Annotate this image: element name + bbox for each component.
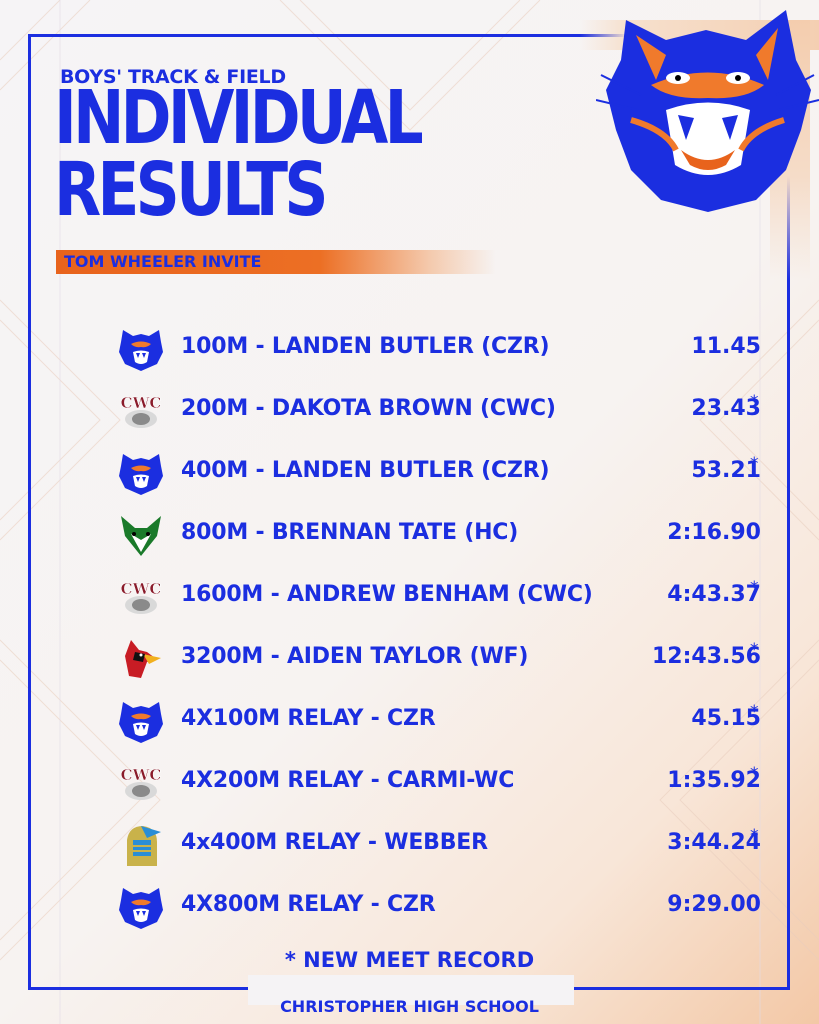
meet-record-marker: * [750, 702, 759, 722]
svg-text:CWC: CWC [121, 580, 162, 598]
meet-record-marker: * [750, 826, 759, 846]
result-time: 12:43.56 [651, 644, 761, 669]
cwc-team-logo-icon: CWC [117, 574, 165, 620]
result-row: 4x400M RELAY - WEBBER 3:44.24 * [0, 814, 819, 876]
result-row: 100M - LANDEN BUTLER (CZR) 11.45 [0, 318, 819, 380]
result-time: 11.45 [691, 334, 761, 359]
wildcat-team-logo-icon [117, 450, 165, 496]
wildcat-mascot-icon [596, 10, 819, 212]
title-line-1: INDIVIDUAL [54, 75, 424, 161]
result-time: 9:29.00 [667, 892, 761, 917]
result-event: 4X800M RELAY - CZR [181, 892, 436, 917]
title-line-2: RESULTS [54, 147, 328, 233]
result-event: 3200M - AIDEN TAYLOR (WF) [181, 644, 529, 669]
meet-record-marker: * [750, 392, 759, 412]
page-title: INDIVIDUAL RESULTS [54, 75, 424, 233]
result-time: 23.43 [691, 396, 761, 421]
meet-record-marker: * [750, 454, 759, 474]
result-event: 400M - LANDEN BUTLER (CZR) [181, 458, 550, 483]
result-event: 4X200M RELAY - CARMI-WC [181, 768, 515, 793]
result-row: 4X100M RELAY - CZR 45.15 * [0, 690, 819, 752]
cardinal-team-logo-icon [117, 636, 165, 682]
result-time: 2:16.90 [667, 520, 761, 545]
result-time: 53.21 [691, 458, 761, 483]
wildcat-team-logo-icon [117, 698, 165, 744]
result-row: 3200M - AIDEN TAYLOR (WF) 12:43.56 * [0, 628, 819, 690]
meet-record-footnote: * NEW MEET RECORD [284, 948, 535, 972]
result-event: 100M - LANDEN BUTLER (CZR) [181, 334, 550, 359]
event-name: TOM WHEELER INVITE [64, 252, 262, 271]
result-row: 4X800M RELAY - CZR 9:29.00 [0, 876, 819, 938]
result-event: 800M - BRENNAN TATE (HC) [181, 520, 519, 545]
meet-record-marker: * [750, 640, 759, 660]
meet-record-marker: * [750, 578, 759, 598]
result-event: 4x400M RELAY - WEBBER [181, 830, 488, 855]
event-banner [56, 250, 496, 274]
knight-team-logo-icon [117, 822, 165, 868]
result-row: CWC 4X200M RELAY - CARMI-WC 1:35.92 * [0, 752, 819, 814]
result-row: 400M - LANDEN BUTLER (CZR) 53.21 * [0, 442, 819, 504]
svg-text:CWC: CWC [121, 766, 162, 784]
result-row: 800M - BRENNAN TATE (HC) 2:16.90 [0, 504, 819, 566]
svg-text:CWC: CWC [121, 394, 162, 412]
cwc-team-logo-icon: CWC [117, 760, 165, 806]
cwc-team-logo-icon: CWC [117, 388, 165, 434]
result-row: CWC 1600M - ANDREW BENHAM (CWC) 4:43.37 * [0, 566, 819, 628]
sport-subtitle: BOYS' TRACK & FIELD [60, 66, 286, 88]
result-row: CWC 200M - DAKOTA BROWN (CWC) 23.43 * [0, 380, 819, 442]
result-time: 1:35.92 [667, 768, 761, 793]
wildcat-team-logo-icon [117, 326, 165, 372]
wildcat-team-logo-icon [117, 884, 165, 930]
frame-gap-bottom [248, 975, 574, 1005]
meet-record-marker: * [750, 764, 759, 784]
result-event: 200M - DAKOTA BROWN (CWC) [181, 396, 556, 421]
result-time: 4:43.37 [667, 582, 761, 607]
result-time: 3:44.24 [667, 830, 761, 855]
school-name: CHRISTOPHER HIGH SCHOOL [280, 997, 539, 1016]
result-event: 1600M - ANDREW BENHAM (CWC) [181, 582, 593, 607]
fox-team-logo-icon [117, 512, 165, 558]
result-event: 4X100M RELAY - CZR [181, 706, 436, 731]
result-time: 45.15 [691, 706, 761, 731]
